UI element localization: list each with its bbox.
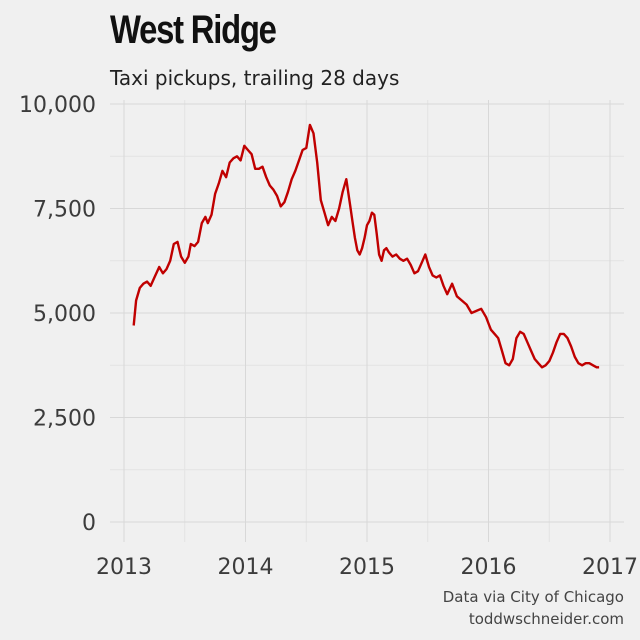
x-tick-label: 2014: [218, 555, 274, 580]
y-tick-label: 5,000: [33, 302, 96, 327]
data-source-caption: Data via City of Chicago: [442, 588, 624, 606]
series-line: [132, 123, 600, 369]
y-tick-label: 10,000: [19, 93, 96, 118]
x-tick-label: 2013: [96, 555, 152, 580]
x-tick-label: 2017: [582, 555, 638, 580]
chart-title: West Ridge: [110, 8, 277, 52]
x-tick-label: 2016: [461, 555, 517, 580]
x-tick-label: 2015: [339, 555, 395, 580]
website-caption: toddwschneider.com: [468, 610, 624, 628]
y-tick-label: 2,500: [33, 407, 96, 432]
y-tick-label: 0: [82, 511, 96, 536]
chart-subtitle: Taxi pickups, trailing 28 days: [110, 66, 400, 90]
y-tick-label: 7,500: [33, 198, 96, 223]
